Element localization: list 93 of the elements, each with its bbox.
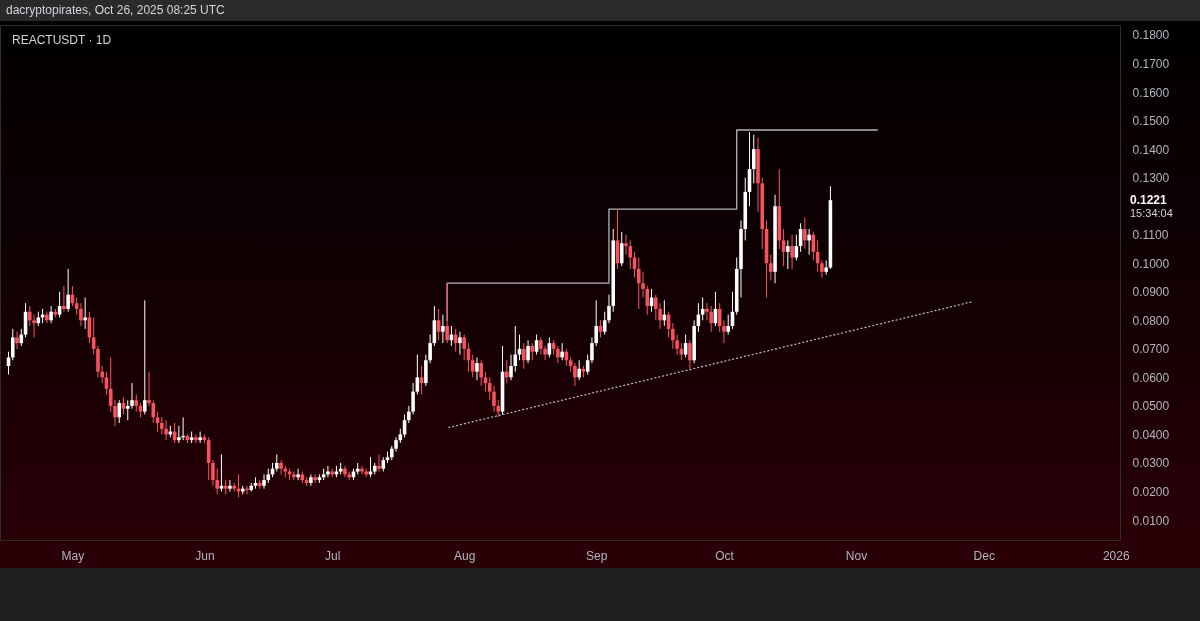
candlestick [164, 419, 168, 441]
candlestick [458, 331, 462, 356]
candlestick [309, 473, 313, 487]
y-tick-label: 0.0800 [1132, 313, 1170, 328]
candlestick [228, 479, 232, 492]
candlestick [96, 345, 100, 378]
y-tick-label: 0.1800 [1132, 28, 1170, 43]
candlestick [211, 459, 215, 487]
y-tick-label: 0.0200 [1132, 485, 1170, 499]
candlestick [573, 362, 577, 387]
candlestick [636, 257, 641, 310]
candlestick [560, 342, 564, 361]
candlestick [641, 271, 645, 298]
candlestick [628, 239, 633, 270]
y-tick-label: 0.0400 [1132, 427, 1170, 442]
x-tick-label: Sep [586, 548, 608, 563]
candlestick [130, 382, 134, 410]
candlestick [445, 282, 449, 344]
candlestick [619, 231, 624, 267]
candlestick [751, 134, 756, 184]
x-tick-label: Oct [715, 548, 735, 563]
candlestick [262, 473, 266, 490]
y-tick-label: 0.0100 [1132, 513, 1170, 528]
y-tick-label: 0.0900 [1132, 285, 1170, 300]
text: dacryptopirates, Oct 26, 2025 08:25 UTC [0, 0, 1200, 21]
text: 15:34:04 [1130, 207, 1173, 220]
candlestick [360, 465, 364, 475]
candlestick [790, 234, 794, 270]
candlestick [526, 339, 530, 364]
candlestick [155, 411, 160, 433]
y-tick-label: 0.1600 [1132, 85, 1170, 100]
candlestick [820, 259, 824, 279]
x-tick-label: May [61, 548, 85, 563]
candlestick [726, 314, 730, 336]
candlestick [688, 339, 692, 370]
y-tick-label: 0.0600 [1132, 370, 1170, 385]
candlestick [492, 385, 496, 413]
candlestick [296, 468, 300, 481]
candlestick [15, 331, 19, 350]
candlestick [479, 359, 484, 387]
x-tick-label: Nov [845, 548, 868, 563]
candlestick [419, 365, 424, 395]
candlestick [624, 234, 628, 256]
candlestick [377, 453, 381, 473]
y-tick-label: 0.1400 [1132, 142, 1170, 157]
candlestick [705, 302, 709, 321]
candlestick [66, 268, 70, 313]
candlestick [79, 302, 83, 327]
candlestick [803, 217, 807, 250]
y-tick-label: 0.1300 [1132, 171, 1170, 186]
candlestick [517, 334, 522, 361]
candlestick [117, 399, 122, 424]
y-tick-label: 0.1700 [1132, 57, 1170, 72]
candlestick [313, 473, 317, 484]
candlestick [462, 334, 466, 361]
candlestick [807, 228, 811, 256]
candlestick [441, 314, 445, 344]
candlestick [509, 354, 513, 381]
x-tick-label: Jul [325, 548, 341, 563]
candlestick [709, 305, 713, 333]
candlestick [32, 314, 36, 338]
text: 0.1221 [1130, 193, 1168, 208]
x-tick-label: Dec [973, 548, 995, 563]
candlestick [483, 371, 488, 393]
candlestick [504, 359, 509, 384]
candlestick [147, 371, 151, 407]
y-tick-label: 0.1500 [1132, 114, 1170, 129]
candlestick [577, 359, 581, 381]
candlestick [194, 433, 198, 444]
candlestick [83, 296, 87, 330]
candlestick [556, 345, 560, 364]
candlestick [10, 328, 15, 361]
candlestick [769, 254, 773, 281]
candlestick [722, 319, 726, 344]
candlestick [522, 342, 526, 370]
candlestick [49, 305, 53, 324]
candlestick [143, 299, 147, 415]
y-tick-label: 0.1100 [1132, 228, 1169, 243]
x-tick-label: 2026 [1102, 548, 1130, 563]
y-tick-label: 0.0700 [1132, 342, 1170, 357]
y-tick-label: 0.0500 [1132, 399, 1170, 414]
x-tick-label: Aug [454, 548, 476, 563]
candlestick [219, 453, 224, 492]
y-tick-label: 0.1000 [1132, 256, 1170, 271]
candlestick [62, 285, 66, 313]
text: REACTUSDT · 1D [12, 33, 112, 47]
y-tick-label: 0.0300 [1132, 456, 1170, 471]
candlestick [700, 296, 705, 321]
x-tick-label: Jun [195, 548, 215, 563]
candlestick [279, 459, 283, 475]
candlestick [475, 356, 479, 381]
candlestick [786, 239, 790, 270]
candlestick [343, 465, 347, 478]
